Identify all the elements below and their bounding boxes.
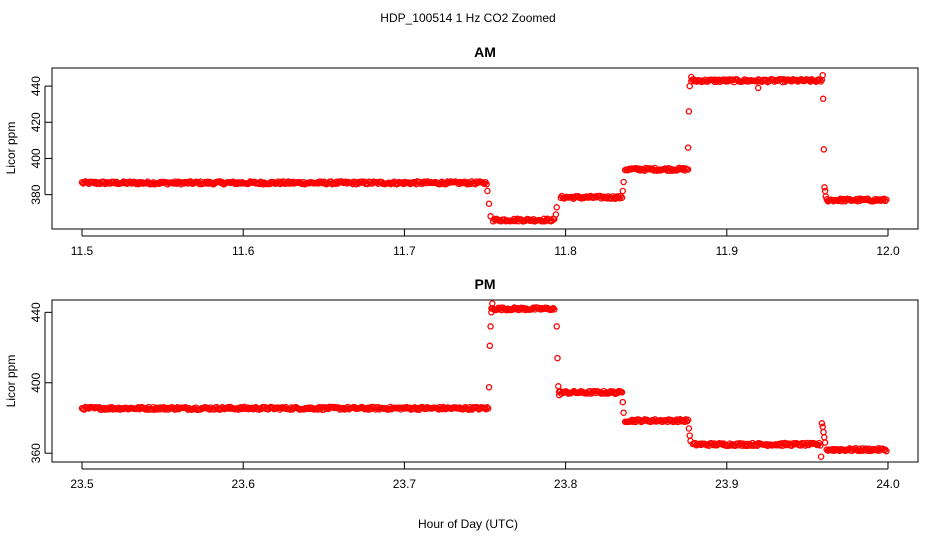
pm-point	[484, 405, 492, 412]
pm-transition-point	[486, 342, 494, 350]
am-transition-point	[688, 73, 695, 81]
am-x-tick-label: 11.8	[554, 244, 577, 258]
am-point	[675, 164, 683, 172]
pm-x-tick-label: 23.8	[554, 477, 578, 491]
am-transition-point	[819, 95, 827, 103]
pm-transition-point	[821, 434, 828, 441]
pm-transition-point	[487, 323, 494, 330]
pm-transition-point	[619, 398, 627, 406]
am-plot-frame	[51, 67, 919, 230]
pm-x-tick-label: 23.9	[715, 477, 739, 491]
pm-point	[483, 404, 491, 411]
am-transition-point	[487, 213, 494, 220]
pm-point	[817, 442, 824, 449]
am-points	[78, 71, 890, 225]
am-y-tick-label: 440	[29, 76, 43, 96]
pm-transition-point	[488, 309, 495, 316]
pm-transition-point	[687, 437, 694, 445]
am-panel-title: AM	[474, 44, 496, 60]
pm-transition-point	[819, 423, 826, 431]
am-transition-point	[820, 146, 828, 153]
am-transition-point	[619, 187, 627, 195]
am-axes: 11.5 11.6 11.7 11.8 11.9 12.0 380 400 420 440	[29, 76, 900, 258]
am-transition-point	[485, 200, 493, 207]
pm-x-tick-label: 23.5	[70, 477, 94, 491]
figure-title: HDP_100514 1 Hz CO2 Zoomed	[380, 11, 555, 25]
am-y-axis-label: Licor ppm	[4, 122, 18, 175]
pm-plot-frame	[51, 299, 919, 463]
am-transition-point	[553, 204, 560, 211]
am-transition-point	[484, 187, 491, 195]
am-transition-point	[552, 211, 560, 218]
pm-transition-point	[485, 383, 493, 391]
am-point	[618, 194, 626, 201]
pm-transition-point	[820, 428, 827, 436]
am-y-tick-label: 420	[29, 112, 43, 132]
am-x-tick-label: 11.9	[716, 244, 739, 258]
am-transition-point	[686, 82, 693, 90]
am-y-tick-label: 380	[29, 184, 43, 204]
pm-transition-point	[489, 300, 496, 307]
am-transition-point	[754, 84, 762, 92]
pm-point	[883, 447, 890, 455]
am-transition-point	[685, 108, 693, 115]
pm-transition-point	[620, 409, 627, 416]
am-x-tick-label: 11.7	[393, 244, 416, 258]
am-transition-point	[821, 184, 828, 191]
am-transition-point	[620, 178, 627, 186]
pm-x-tick-label: 24.0	[876, 477, 900, 491]
pm-transition-point	[821, 439, 829, 446]
am-point	[881, 197, 889, 205]
am-point	[883, 196, 890, 203]
am-y-tick-label: 400	[29, 148, 43, 168]
pm-y-tick-label: 360	[29, 443, 43, 463]
pm-transition-point	[818, 420, 826, 427]
pm-point	[684, 416, 692, 424]
pm-transition-point	[555, 391, 563, 399]
pm-transition-point	[554, 354, 561, 362]
am-point	[483, 180, 490, 188]
pm-point	[881, 446, 889, 453]
pm-x-tick-label: 23.7	[393, 477, 417, 491]
pm-panel-title: PM	[475, 276, 496, 292]
pm-x-tick-label: 23.6	[232, 477, 256, 491]
x-axis-label: Hour of Day (UTC)	[418, 517, 518, 531]
am-transition-point	[822, 193, 830, 200]
pm-transition-point	[685, 425, 693, 432]
pm-transition-point	[817, 453, 825, 460]
pm-transition-point	[555, 383, 562, 390]
pm-panel: PM Licor ppm 23.5 23.6 23.7 23.8 23.9 24.0 360…	[4, 276, 919, 491]
am-x-tick-label: 11.5	[71, 244, 94, 258]
pm-y-tick-label: 400	[29, 372, 43, 392]
pm-point	[549, 304, 557, 312]
am-x-tick-label: 12.0	[876, 244, 900, 258]
am-point	[684, 166, 692, 173]
pm-y-tick-label: 440	[29, 302, 43, 322]
pm-transition-point	[553, 323, 560, 330]
pm-point	[683, 418, 691, 425]
am-transition-point	[821, 187, 829, 195]
pm-point	[618, 389, 626, 396]
pm-transition-point	[686, 432, 693, 439]
am-x-tick-label: 11.6	[232, 244, 255, 258]
am-transition-point	[684, 144, 692, 151]
pm-points	[78, 300, 890, 460]
pm-y-axis-label: Licor ppm	[4, 355, 18, 408]
am-panel: AM Licor ppm 11.5 11.6 11.7 11.8 11.9 12.0 380…	[4, 44, 919, 258]
pm-axes: 23.5 23.6 23.7 23.8 23.9 24.0 360 400 440	[29, 302, 900, 491]
am-transition-point	[819, 71, 826, 79]
pm-point	[551, 306, 558, 313]
